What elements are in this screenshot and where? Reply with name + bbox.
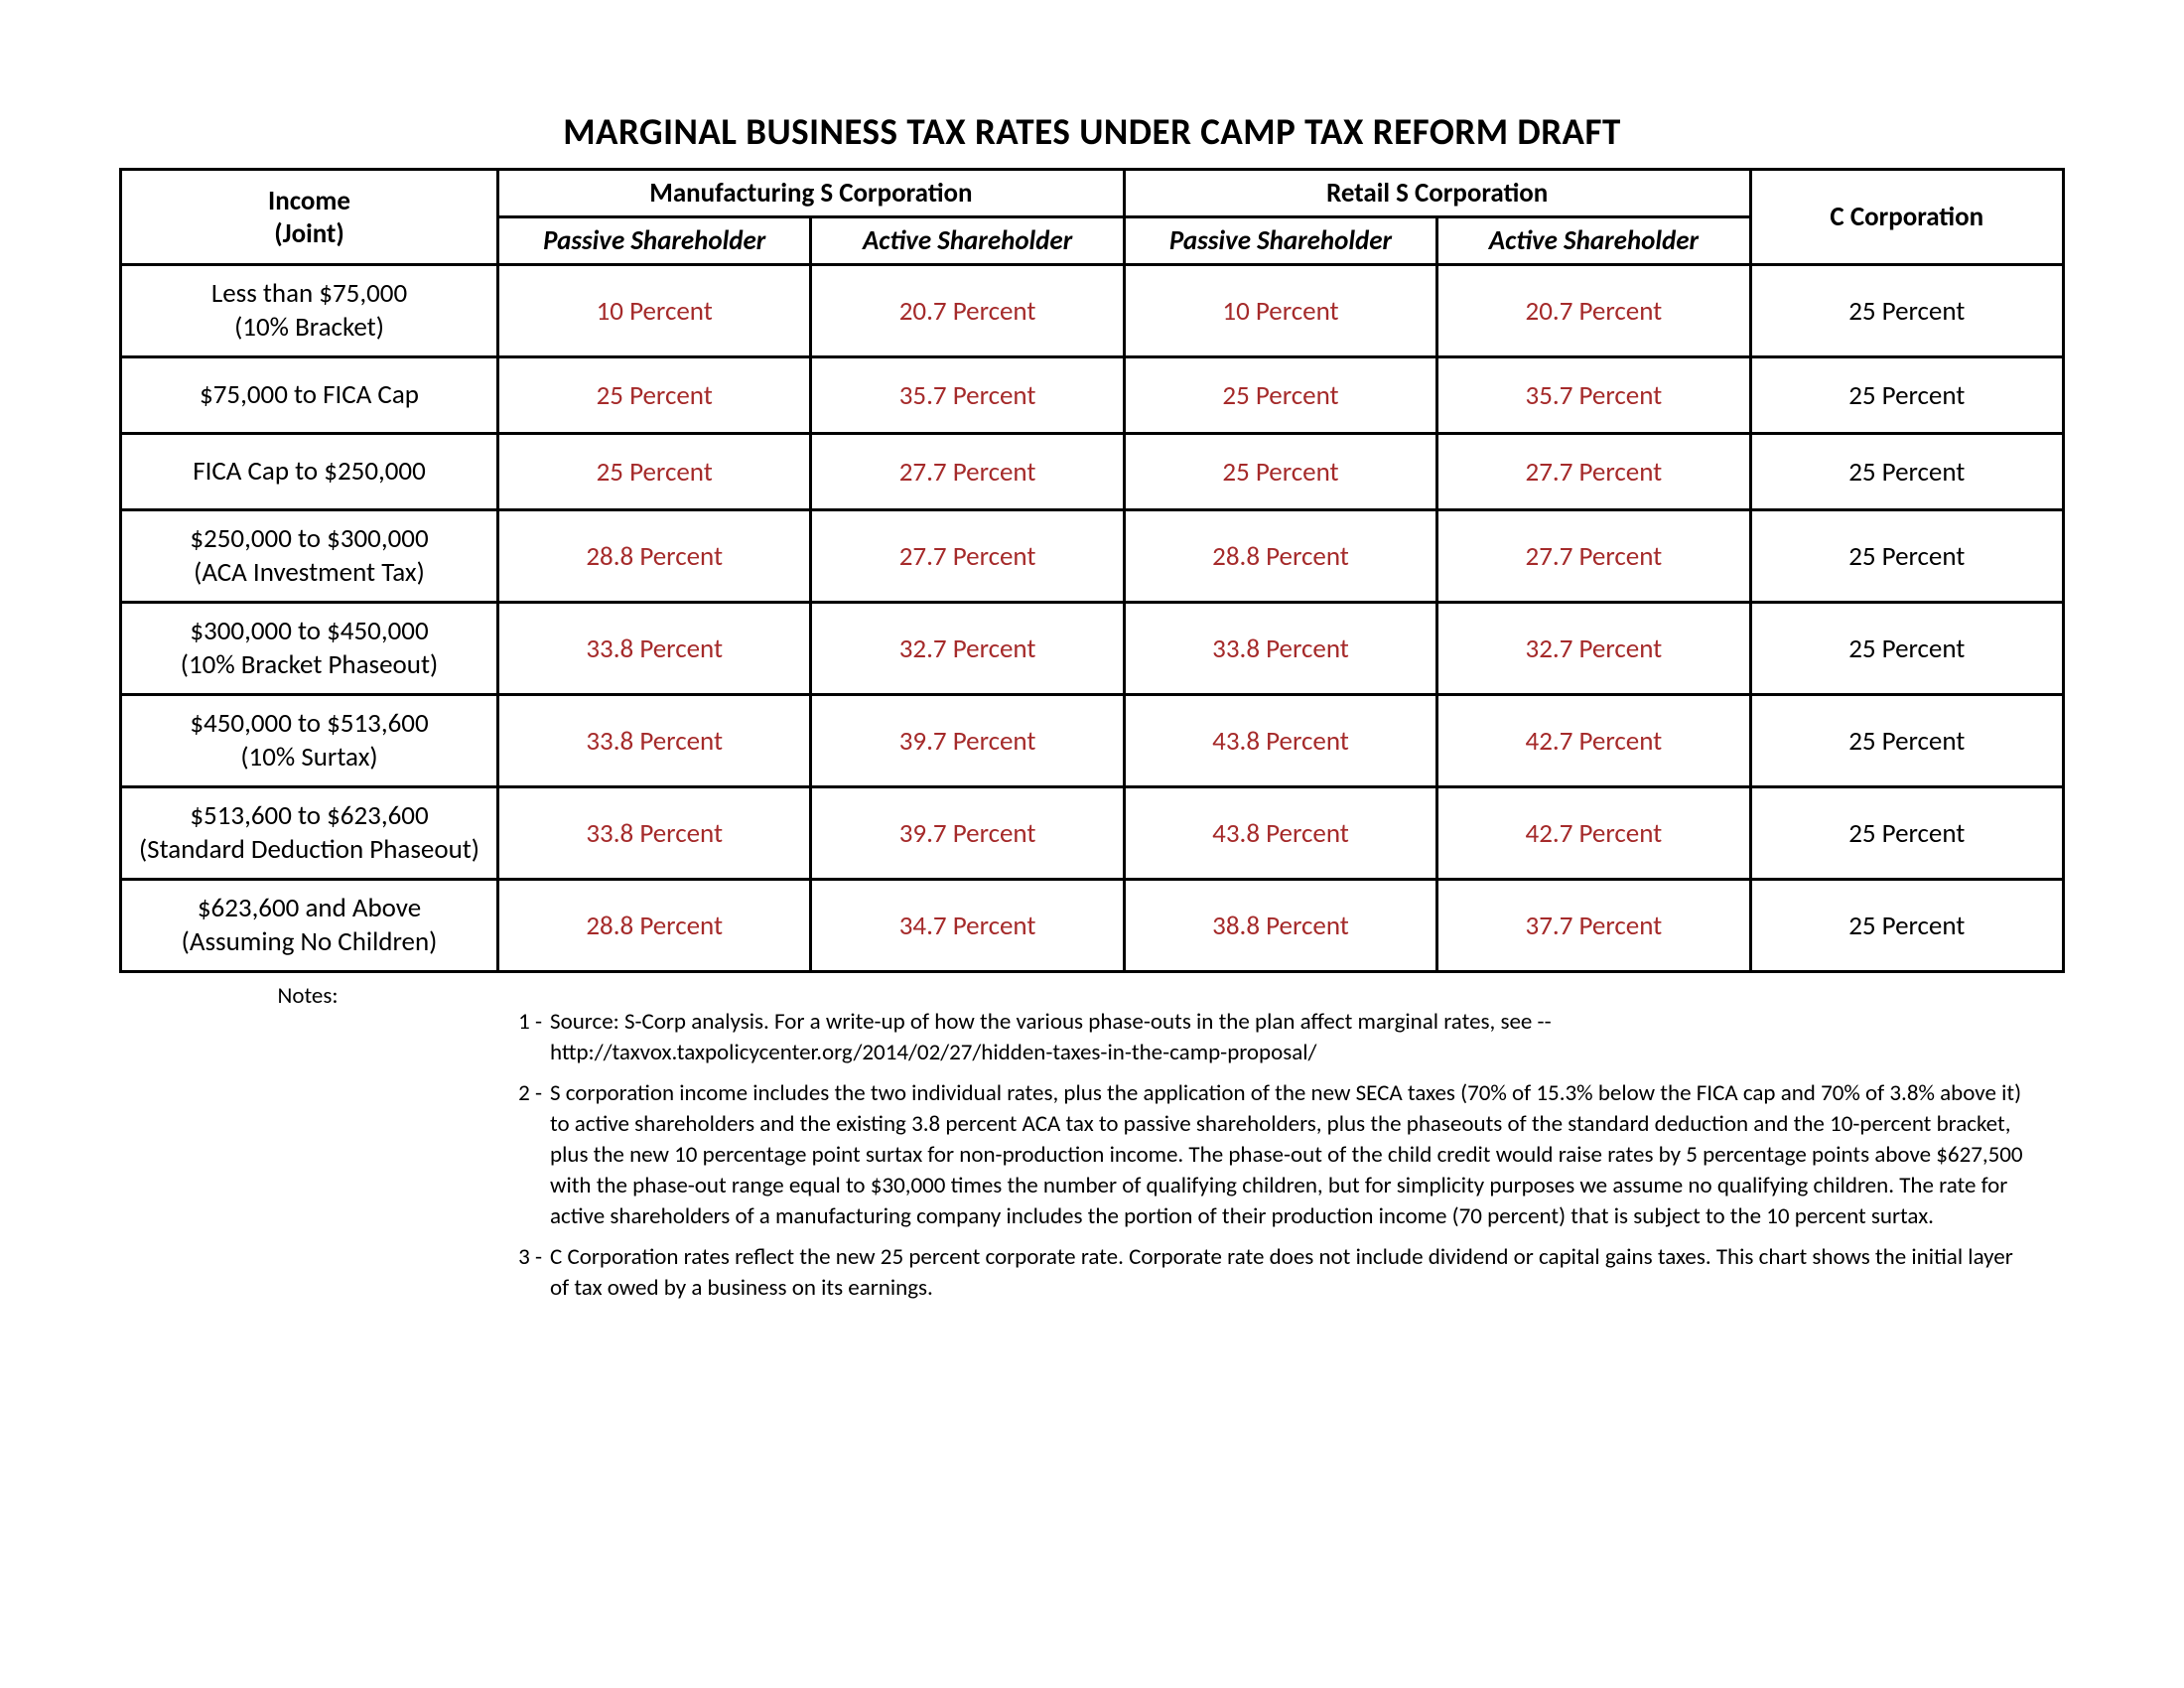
- note-item: 2 -S corporation income includes the two…: [506, 1078, 2025, 1232]
- header-income-l2: (Joint): [274, 217, 344, 250]
- note-number: 1 -: [506, 1007, 550, 1068]
- table-row: $513,600 to $623,600(Standard Deduction …: [121, 787, 2064, 880]
- income-bracket-l2: (Standard Deduction Phaseout): [126, 833, 492, 867]
- notes-list: 1 -Source: S-Corp analysis. For a write-…: [496, 979, 2065, 1314]
- ccorp-cell: 25 Percent: [1750, 265, 2063, 357]
- income-bracket-l1: $300,000 to $450,000: [126, 615, 492, 648]
- rate-cell: 42.7 Percent: [1437, 787, 1750, 880]
- notes-label: Notes:: [119, 979, 496, 1314]
- income-bracket-l1: FICA Cap to $250,000: [126, 455, 492, 489]
- table-body: Less than $75,000(10% Bracket)10 Percent…: [121, 265, 2064, 972]
- rate-cell: 10 Percent: [498, 265, 811, 357]
- rate-cell: 34.7 Percent: [811, 880, 1124, 972]
- ccorp-cell: 25 Percent: [1750, 510, 2063, 603]
- tax-rate-table: Income (Joint) Manufacturing S Corporati…: [119, 168, 2065, 973]
- page-title: MARGINAL BUSINESS TAX RATES UNDER CAMP T…: [119, 109, 2065, 154]
- header-retail: Retail S Corporation: [1124, 170, 1750, 217]
- document-page: MARGINAL BUSINESS TAX RATES UNDER CAMP T…: [0, 0, 2184, 1314]
- rate-cell: 20.7 Percent: [811, 265, 1124, 357]
- income-bracket-l2: (ACA Investment Tax): [126, 556, 492, 590]
- rate-cell: 39.7 Percent: [811, 787, 1124, 880]
- table-row: $300,000 to $450,000(10% Bracket Phaseou…: [121, 603, 2064, 695]
- income-bracket-l1: $75,000 to FICA Cap: [126, 378, 492, 412]
- rate-cell: 39.7 Percent: [811, 695, 1124, 787]
- table-row: $250,000 to $300,000(ACA Investment Tax)…: [121, 510, 2064, 603]
- income-bracket: $513,600 to $623,600(Standard Deduction …: [121, 787, 498, 880]
- note-number: 2 -: [506, 1078, 550, 1232]
- income-bracket-l1: $623,600 and Above: [126, 892, 492, 925]
- rate-cell: 28.8 Percent: [498, 510, 811, 603]
- rate-cell: 32.7 Percent: [811, 603, 1124, 695]
- rate-cell: 27.7 Percent: [811, 510, 1124, 603]
- table-row: Less than $75,000(10% Bracket)10 Percent…: [121, 265, 2064, 357]
- header-ret-active: Active Shareholder: [1437, 217, 1750, 265]
- header-manufacturing: Manufacturing S Corporation: [498, 170, 1125, 217]
- table-row: $75,000 to FICA Cap25 Percent35.7 Percen…: [121, 357, 2064, 434]
- table-header: Income (Joint) Manufacturing S Corporati…: [121, 170, 2064, 265]
- rate-cell: 28.8 Percent: [498, 880, 811, 972]
- ccorp-cell: 25 Percent: [1750, 357, 2063, 434]
- table-row: $450,000 to $513,600(10% Surtax)33.8 Per…: [121, 695, 2064, 787]
- rate-cell: 27.7 Percent: [1437, 434, 1750, 510]
- income-bracket: $250,000 to $300,000(ACA Investment Tax): [121, 510, 498, 603]
- income-bracket: $450,000 to $513,600(10% Surtax): [121, 695, 498, 787]
- income-bracket-l2: (10% Bracket): [126, 311, 492, 345]
- note-text: Source: S-Corp analysis. For a write-up …: [550, 1007, 2025, 1068]
- ccorp-cell: 25 Percent: [1750, 880, 2063, 972]
- rate-cell: 33.8 Percent: [498, 603, 811, 695]
- rate-cell: 25 Percent: [498, 434, 811, 510]
- note-item: 1 -Source: S-Corp analysis. For a write-…: [506, 1007, 2025, 1068]
- rate-cell: 33.8 Percent: [498, 787, 811, 880]
- income-bracket-l2: (10% Bracket Phaseout): [126, 648, 492, 682]
- income-bracket-l1: $450,000 to $513,600: [126, 707, 492, 741]
- rate-cell: 25 Percent: [498, 357, 811, 434]
- table-row: FICA Cap to $250,00025 Percent27.7 Perce…: [121, 434, 2064, 510]
- income-bracket-l2: (10% Surtax): [126, 741, 492, 774]
- rate-cell: 37.7 Percent: [1437, 880, 1750, 972]
- ccorp-cell: 25 Percent: [1750, 787, 2063, 880]
- note-item: 3 -C Corporation rates reflect the new 2…: [506, 1242, 2025, 1304]
- rate-cell: 25 Percent: [1124, 357, 1436, 434]
- note-text: S corporation income includes the two in…: [550, 1078, 2025, 1232]
- ccorp-cell: 25 Percent: [1750, 603, 2063, 695]
- note-text: C Corporation rates reflect the new 25 p…: [550, 1242, 2025, 1304]
- income-bracket-l2: (Assuming No Children): [126, 925, 492, 959]
- rate-cell: 38.8 Percent: [1124, 880, 1436, 972]
- rate-cell: 42.7 Percent: [1437, 695, 1750, 787]
- ccorp-cell: 25 Percent: [1750, 695, 2063, 787]
- rate-cell: 32.7 Percent: [1437, 603, 1750, 695]
- income-bracket-l1: $250,000 to $300,000: [126, 522, 492, 556]
- rate-cell: 25 Percent: [1124, 434, 1436, 510]
- header-mfg-passive: Passive Shareholder: [498, 217, 811, 265]
- table-row: $623,600 and Above(Assuming No Children)…: [121, 880, 2064, 972]
- header-ret-passive: Passive Shareholder: [1124, 217, 1436, 265]
- income-bracket: $75,000 to FICA Cap: [121, 357, 498, 434]
- income-bracket: Less than $75,000(10% Bracket): [121, 265, 498, 357]
- header-income-l1: Income: [268, 185, 350, 217]
- rate-cell: 27.7 Percent: [1437, 510, 1750, 603]
- rate-cell: 20.7 Percent: [1437, 265, 1750, 357]
- rate-cell: 33.8 Percent: [1124, 603, 1436, 695]
- income-bracket-l1: $513,600 to $623,600: [126, 799, 492, 833]
- rate-cell: 35.7 Percent: [1437, 357, 1750, 434]
- note-number: 3 -: [506, 1242, 550, 1304]
- header-ccorp: C Corporation: [1750, 170, 2063, 265]
- ccorp-cell: 25 Percent: [1750, 434, 2063, 510]
- income-bracket: $300,000 to $450,000(10% Bracket Phaseou…: [121, 603, 498, 695]
- header-mfg-active: Active Shareholder: [811, 217, 1124, 265]
- rate-cell: 27.7 Percent: [811, 434, 1124, 510]
- rate-cell: 28.8 Percent: [1124, 510, 1436, 603]
- header-income: Income (Joint): [121, 170, 498, 265]
- income-bracket-l1: Less than $75,000: [126, 277, 492, 311]
- rate-cell: 10 Percent: [1124, 265, 1436, 357]
- income-bracket: $623,600 and Above(Assuming No Children): [121, 880, 498, 972]
- rate-cell: 43.8 Percent: [1124, 695, 1436, 787]
- rate-cell: 35.7 Percent: [811, 357, 1124, 434]
- rate-cell: 33.8 Percent: [498, 695, 811, 787]
- rate-cell: 43.8 Percent: [1124, 787, 1436, 880]
- notes-section: Notes: 1 -Source: S-Corp analysis. For a…: [119, 979, 2065, 1314]
- income-bracket: FICA Cap to $250,000: [121, 434, 498, 510]
